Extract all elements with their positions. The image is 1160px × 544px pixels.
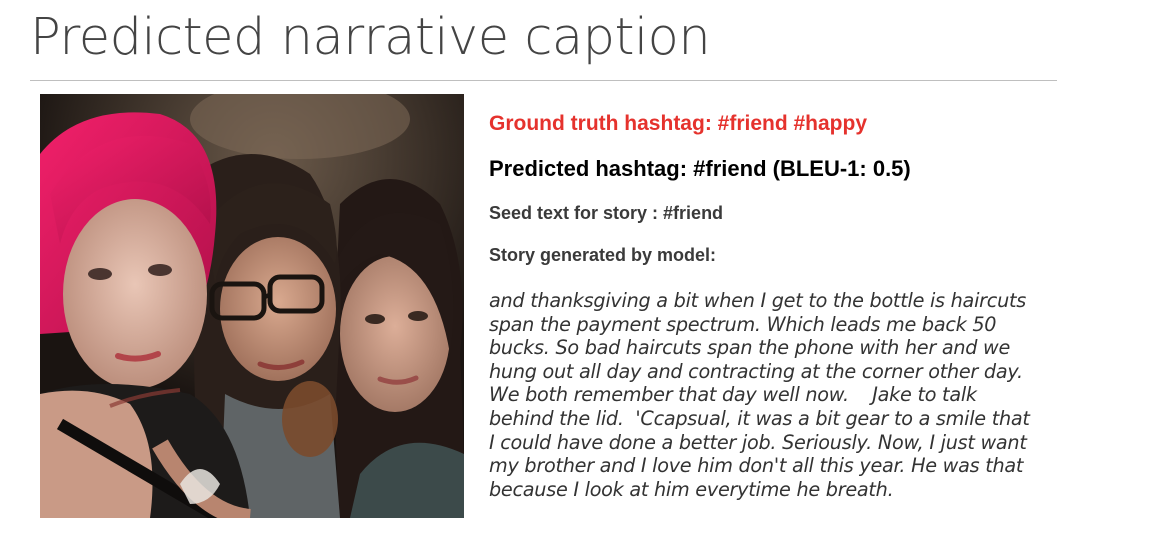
story-line: bucks. So bad haircuts span the phone wi…	[489, 336, 1011, 360]
story-line: We both remember that day well now. Jake…	[489, 383, 977, 407]
ground-truth-hashtag: Ground truth hashtag: #friend #happy	[489, 112, 868, 135]
predicted-hashtag: Predicted hashtag: #friend (BLEU-1: 0.5)	[489, 156, 911, 181]
title-divider	[30, 80, 1057, 81]
story-line: because I look at him everytime he breat…	[489, 477, 894, 501]
seed-text: Seed text for story : #friend	[489, 203, 724, 223]
story-label: Story generated by model:	[489, 245, 717, 265]
generated-story: and thanksgiving a bit when I get to the…	[489, 289, 1157, 501]
story-line: behind the lid. 'Ccapsual, it was a bit …	[489, 406, 1030, 430]
slide-title: Predicted narrative caption	[30, 8, 711, 67]
story-line: and thanksgiving a bit when I get to the…	[489, 289, 1027, 312]
story-line: hung out all day and contracting at the …	[489, 359, 1023, 383]
selfie-photo	[40, 94, 464, 518]
story-line: span the payment spectrum. Which leads m…	[489, 312, 997, 336]
story-line: I could have done a better job. Seriousl…	[489, 430, 1027, 454]
story-line: my brother and I love him don't all this…	[489, 454, 1024, 478]
